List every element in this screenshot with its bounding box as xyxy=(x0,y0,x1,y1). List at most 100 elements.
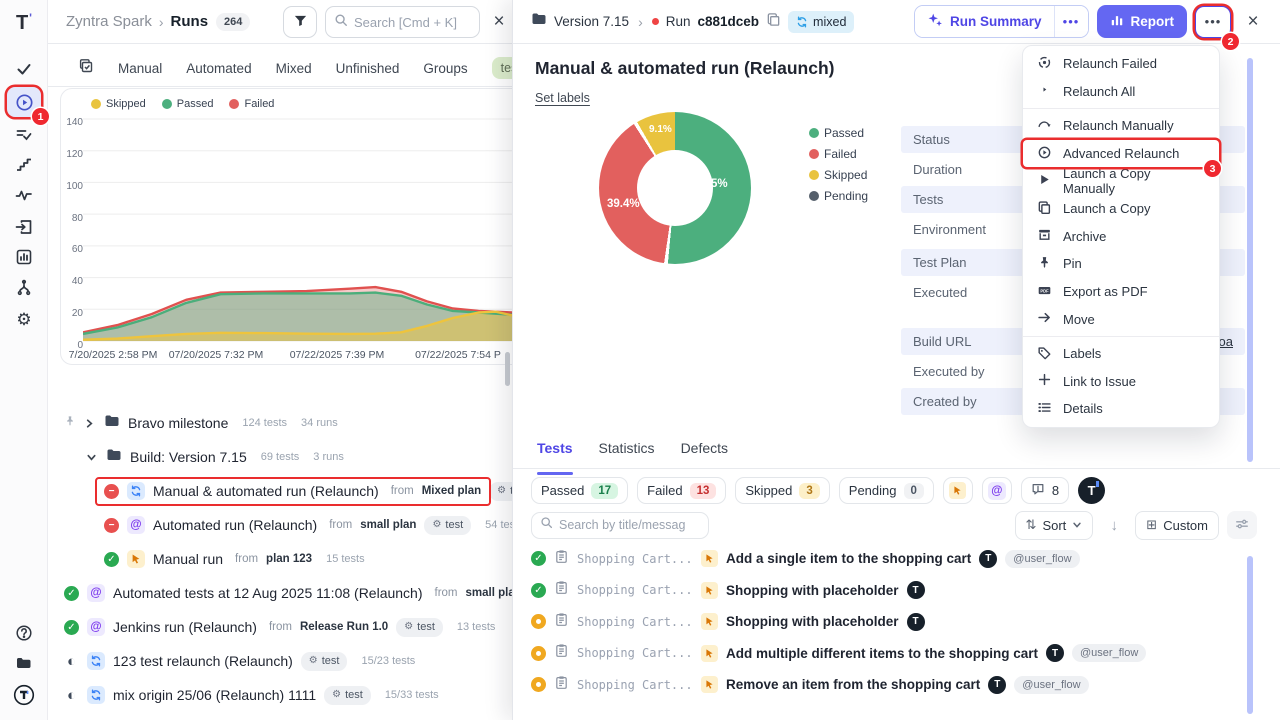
sidebar-item-account-logo[interactable] xyxy=(7,680,41,710)
filter-passed[interactable]: Passed 17 xyxy=(531,477,629,504)
filter-manual-tests[interactable] xyxy=(942,477,973,504)
menu-item-link-to-issue[interactable]: Link to Issue xyxy=(1023,368,1219,396)
menu-item-relaunch-manually[interactable]: Relaunch Manually xyxy=(1023,112,1219,140)
test-chip: ⚙test xyxy=(324,685,371,705)
tab-statistics[interactable]: Statistics xyxy=(598,440,655,456)
menu-item-pin[interactable]: Pin xyxy=(1023,250,1219,278)
sidebar-item-branches[interactable] xyxy=(7,273,41,303)
run-summary-button[interactable]: Run Summary xyxy=(914,6,1054,37)
set-labels-link[interactable]: Set labels xyxy=(535,91,590,105)
xlabel-1: 7/20/2025 2:58 PM xyxy=(68,349,158,361)
sort-button[interactable]: ⇅ Sort xyxy=(1014,510,1094,540)
details-scrollbar[interactable] xyxy=(1247,58,1253,462)
copy-check-icon[interactable] xyxy=(78,58,94,79)
in-progress-status-icon: ◐ xyxy=(66,652,77,670)
tab-defects[interactable]: Defects xyxy=(680,440,729,456)
tree-row-manual-run[interactable]: ✓ Manual run from plan 123 15 tests xyxy=(48,542,512,576)
filter-pending[interactable]: Pending 0 xyxy=(838,477,934,504)
test-row-2[interactable]: ✓ Shopping Cart... Shopping with placeho… xyxy=(531,575,1247,607)
menu-item-relaunch-all[interactable]: Relaunch All xyxy=(1023,78,1219,106)
custom-columns-button[interactable]: ⊞ Custom xyxy=(1135,510,1219,540)
sidebar-item-settings[interactable]: ⚙ xyxy=(7,304,41,334)
test-row-5[interactable]: Shopping Cart... Remove an item from the… xyxy=(531,669,1247,701)
left-panel-scrollbar[interactable] xyxy=(505,352,510,386)
run-actions-menu: Relaunch Failed Relaunch All Relaunch Ma… xyxy=(1022,45,1221,428)
menu-item-export-pdf[interactable]: PDF Export as PDF xyxy=(1023,278,1219,306)
sidebar-item-projects[interactable] xyxy=(7,648,41,678)
tab-automated[interactable]: Automated xyxy=(186,60,252,76)
tree-row-123-test-relaunch[interactable]: ◐ 123 test relaunch (Relaunch) ⚙ test 15/… xyxy=(48,644,512,678)
tree-row-build-folder[interactable]: Build: Version 7.15 69 tests 3 runs xyxy=(48,440,512,474)
sidebar-item-help[interactable] xyxy=(7,618,41,648)
global-search xyxy=(325,6,480,38)
chevron-right-icon xyxy=(84,418,96,429)
run-more-button[interactable]: ••• xyxy=(1195,5,1231,38)
tag-user-flow[interactable]: @user_flow xyxy=(1072,644,1147,663)
sort-direction-button[interactable]: ↓ xyxy=(1101,512,1127,538)
sidebar-item-reports[interactable] xyxy=(7,242,41,272)
sidebar-item-analytics[interactable] xyxy=(7,180,41,210)
sidebar-item-tests[interactable] xyxy=(7,54,41,84)
assignee-avatar[interactable]: T xyxy=(1078,477,1106,504)
tree-row-manual-automated-run[interactable]: − Manual & automated run (Relaunch) from… xyxy=(48,474,512,508)
breadcrumb-version[interactable]: Version 7.15 xyxy=(554,14,630,29)
tree-row-bravo-milestone[interactable]: Bravo milestone 124 tests 34 runs xyxy=(48,406,512,440)
sync-icon xyxy=(797,16,807,27)
filter-automated-tests[interactable]: @ xyxy=(981,477,1012,504)
tests-scrollbar[interactable] xyxy=(1247,556,1253,714)
menu-item-advanced-relaunch[interactable]: Advanced Relaunch 3 xyxy=(1023,140,1221,178)
test-row-3[interactable]: Shopping Cart... Shopping with placehold… xyxy=(531,606,1247,638)
test-row-1[interactable]: ✓ Shopping Cart... Add a single item to … xyxy=(531,543,1247,575)
menu-item-details[interactable]: Details xyxy=(1023,395,1219,423)
menu-item-relaunch-failed[interactable]: Relaunch Failed xyxy=(1023,50,1219,78)
tree-row-jenkins-run[interactable]: ✓ @ Jenkins run (Relaunch) from Release … xyxy=(48,610,512,644)
menu-item-move[interactable]: Move xyxy=(1023,305,1219,333)
filter-comments[interactable]: 8 xyxy=(1020,477,1070,504)
close-panel-button[interactable]: × xyxy=(1239,7,1267,37)
tag-user-flow[interactable]: @user_flow xyxy=(1005,549,1080,568)
search-input[interactable] xyxy=(354,14,464,30)
filter-skipped[interactable]: Skipped 3 xyxy=(735,477,830,504)
menu-item-launch-copy[interactable]: Launch a Copy xyxy=(1023,195,1219,223)
breadcrumb-project[interactable]: Zyntra Spark xyxy=(66,13,152,30)
passed-status-icon: ✓ xyxy=(64,585,79,601)
run-actions: Run Summary ••• Report ••• 2 × xyxy=(913,5,1267,50)
panel-close-button[interactable]: × xyxy=(486,8,512,36)
detail-row-duration: Duration xyxy=(913,162,963,177)
filter-button[interactable] xyxy=(283,6,317,38)
test-row-4[interactable]: Shopping Cart... Add multiple different … xyxy=(531,638,1247,670)
sidebar-item-import[interactable] xyxy=(7,212,41,242)
sidebar-item-plans[interactable] xyxy=(7,120,41,150)
tests-search-input[interactable] xyxy=(559,518,699,532)
list-icon xyxy=(1037,400,1052,418)
tab-manual[interactable]: Manual xyxy=(118,60,163,76)
tag-user-flow[interactable]: @user_flow xyxy=(1014,675,1089,694)
ytick-60: 60 xyxy=(71,244,83,255)
copy-icon xyxy=(1037,200,1052,218)
legend-skipped: Skipped xyxy=(91,98,146,110)
tree-row-automated-run[interactable]: − @ Automated run (Relaunch) from small … xyxy=(48,508,512,542)
tab-unfinished[interactable]: Unfinished xyxy=(335,60,400,76)
relaunch-all-icon xyxy=(1037,82,1052,100)
report-button[interactable]: Report xyxy=(1096,5,1187,38)
menu-item-launch-copy-manually[interactable]: Launch a Copy Manually xyxy=(1023,166,1219,196)
copy-icon[interactable] xyxy=(766,12,781,32)
run-summary-more-button[interactable]: ••• xyxy=(1053,6,1088,37)
tab-tests[interactable]: Tests xyxy=(537,440,573,475)
run-id: c881dceb xyxy=(697,14,760,29)
menu-item-archive[interactable]: Archive xyxy=(1023,223,1219,251)
tag-badge-test-work[interactable]: test work xyxy=(491,57,512,79)
tree-row-mix-origin[interactable]: ◐ mix origin 25/06 (Relaunch) 1111 ⚙ test… xyxy=(48,678,512,712)
tab-mixed[interactable]: Mixed xyxy=(275,60,312,76)
view-settings-button[interactable] xyxy=(1227,511,1257,539)
tab-groups[interactable]: Groups xyxy=(423,60,468,76)
check-icon xyxy=(15,60,33,78)
sidebar-item-runs[interactable]: 1 xyxy=(7,87,49,125)
chevron-down-icon xyxy=(1072,518,1082,533)
menu-item-labels[interactable]: Labels xyxy=(1023,340,1219,368)
tree-row-automated-tests-12-aug[interactable]: ✓ @ Automated tests at 12 Aug 2025 11:08… xyxy=(48,576,512,610)
filter-failed[interactable]: Failed 13 xyxy=(637,477,727,504)
sidebar-item-milestones[interactable] xyxy=(7,150,41,180)
menu-divider xyxy=(1023,108,1219,110)
run-title: Manual & automated run (Relaunch) xyxy=(535,58,835,78)
